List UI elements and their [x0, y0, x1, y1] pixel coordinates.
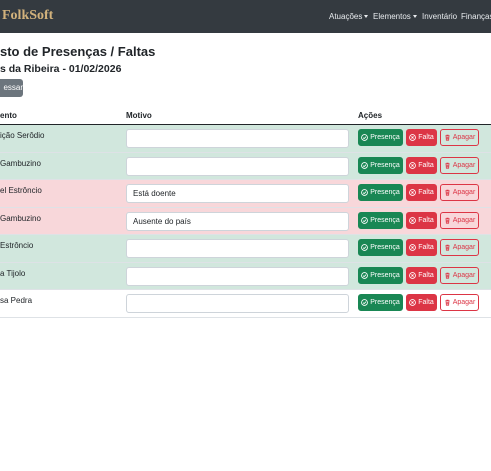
button-label: Apagar: [452, 134, 476, 141]
navbar: FolkSoft Atuações Elementos Inventário F…: [0, 0, 491, 33]
present-button[interactable]: Presença: [358, 184, 403, 201]
header-rule: [0, 124, 491, 125]
subtitle: s da Ribeira - 01/02/2026: [0, 63, 122, 75]
button-label: Presença: [370, 299, 400, 306]
present-button[interactable]: Presença: [358, 129, 403, 146]
button-label: Falta: [418, 216, 434, 224]
button-label: Apagar: [452, 244, 476, 251]
column-header: Ações: [358, 111, 383, 120]
present-button[interactable]: Presença: [358, 266, 403, 284]
nav-label: Elementos: [373, 12, 411, 21]
delete-button[interactable]: Apagar: [440, 156, 479, 174]
absent-button[interactable]: Falta: [406, 239, 437, 256]
table-row: Gambuzino Presença Falta Apagar: [0, 152, 491, 180]
member-name: sa Pedra: [0, 296, 33, 305]
table-row: Estrôncio Presença Falta Apagar: [0, 235, 491, 263]
nav-item[interactable]: Elementos: [373, 12, 417, 21]
column-header: ento: [0, 111, 17, 120]
member-name: ição Serôdio: [0, 131, 45, 140]
absent-button[interactable]: Falta: [406, 129, 437, 146]
delete-button[interactable]: Apagar: [440, 239, 479, 256]
absent-button[interactable]: Falta: [406, 294, 437, 311]
member-name: Estrôncio: [0, 241, 34, 250]
absent-button[interactable]: Falta: [406, 211, 437, 229]
present-button[interactable]: Presença: [358, 211, 403, 229]
delete-button[interactable]: Apagar: [440, 294, 479, 311]
button-label: Presença: [370, 189, 400, 196]
reason-input[interactable]: Ausente do país: [126, 211, 349, 231]
button-label: Presença: [370, 161, 400, 169]
back-button[interactable]: essar: [0, 79, 23, 97]
table-row: el Estrôncio Está doente Presença Falta Apag…: [0, 180, 491, 208]
button-label: Apagar: [452, 271, 476, 279]
absent-button[interactable]: Falta: [406, 266, 437, 284]
member-name: Gambuzino: [0, 213, 41, 223]
button-label: Falta: [418, 189, 434, 196]
delete-button[interactable]: Apagar: [440, 184, 479, 201]
table-row: ição Serôdio Presença Falta Apagar: [0, 125, 491, 153]
nav-item[interactable]: Atuações: [329, 12, 369, 21]
table-row: Gambuzino Ausente do país Presença Falta Apa…: [0, 207, 491, 235]
member-name: a Tijolo: [0, 268, 26, 278]
button-label: Apagar: [452, 299, 476, 306]
present-button[interactable]: Presença: [358, 239, 403, 256]
absent-button[interactable]: Falta: [406, 184, 437, 201]
button-label: Falta: [418, 161, 434, 169]
button-label: Falta: [418, 299, 434, 306]
nav-item[interactable]: Inventário: [422, 12, 458, 21]
button-label: Falta: [418, 134, 434, 141]
table-row: sa Pedra Presença Falta Apagar: [0, 290, 491, 318]
button-label: Apagar: [452, 216, 476, 224]
button-label: Presença: [370, 271, 400, 279]
reason-input[interactable]: [126, 239, 349, 258]
button-label: Apagar: [452, 161, 476, 169]
page-title: sto de Presenças / Faltas: [0, 44, 156, 59]
button-label: Presença: [370, 216, 400, 224]
delete-button[interactable]: Apagar: [440, 129, 479, 146]
nav-label: Atuações: [329, 12, 363, 21]
member-name: el Estrôncio: [0, 186, 42, 195]
reason-input[interactable]: [126, 266, 349, 286]
nav-item[interactable]: Finanças: [461, 12, 491, 21]
reason-input[interactable]: [126, 129, 349, 148]
button-label: Presença: [370, 244, 400, 251]
reason-input[interactable]: Está doente: [126, 184, 349, 203]
button-label: Falta: [418, 271, 434, 279]
present-button[interactable]: Presença: [358, 156, 403, 174]
table-row: a Tijolo Presença Falta Apagar: [0, 262, 491, 290]
button-label: Presença: [370, 134, 400, 141]
button-label: Apagar: [452, 189, 476, 196]
member-name: Gambuzino: [0, 158, 41, 168]
absent-button[interactable]: Falta: [406, 156, 437, 174]
reason-input[interactable]: [126, 294, 349, 313]
column-header: Motivo: [126, 111, 152, 120]
present-button[interactable]: Presença: [358, 294, 403, 311]
delete-button[interactable]: Apagar: [440, 211, 479, 229]
reason-input[interactable]: [126, 156, 349, 176]
brand[interactable]: FolkSoft: [2, 8, 54, 23]
delete-button[interactable]: Apagar: [440, 266, 479, 284]
button-label: Falta: [418, 244, 434, 251]
